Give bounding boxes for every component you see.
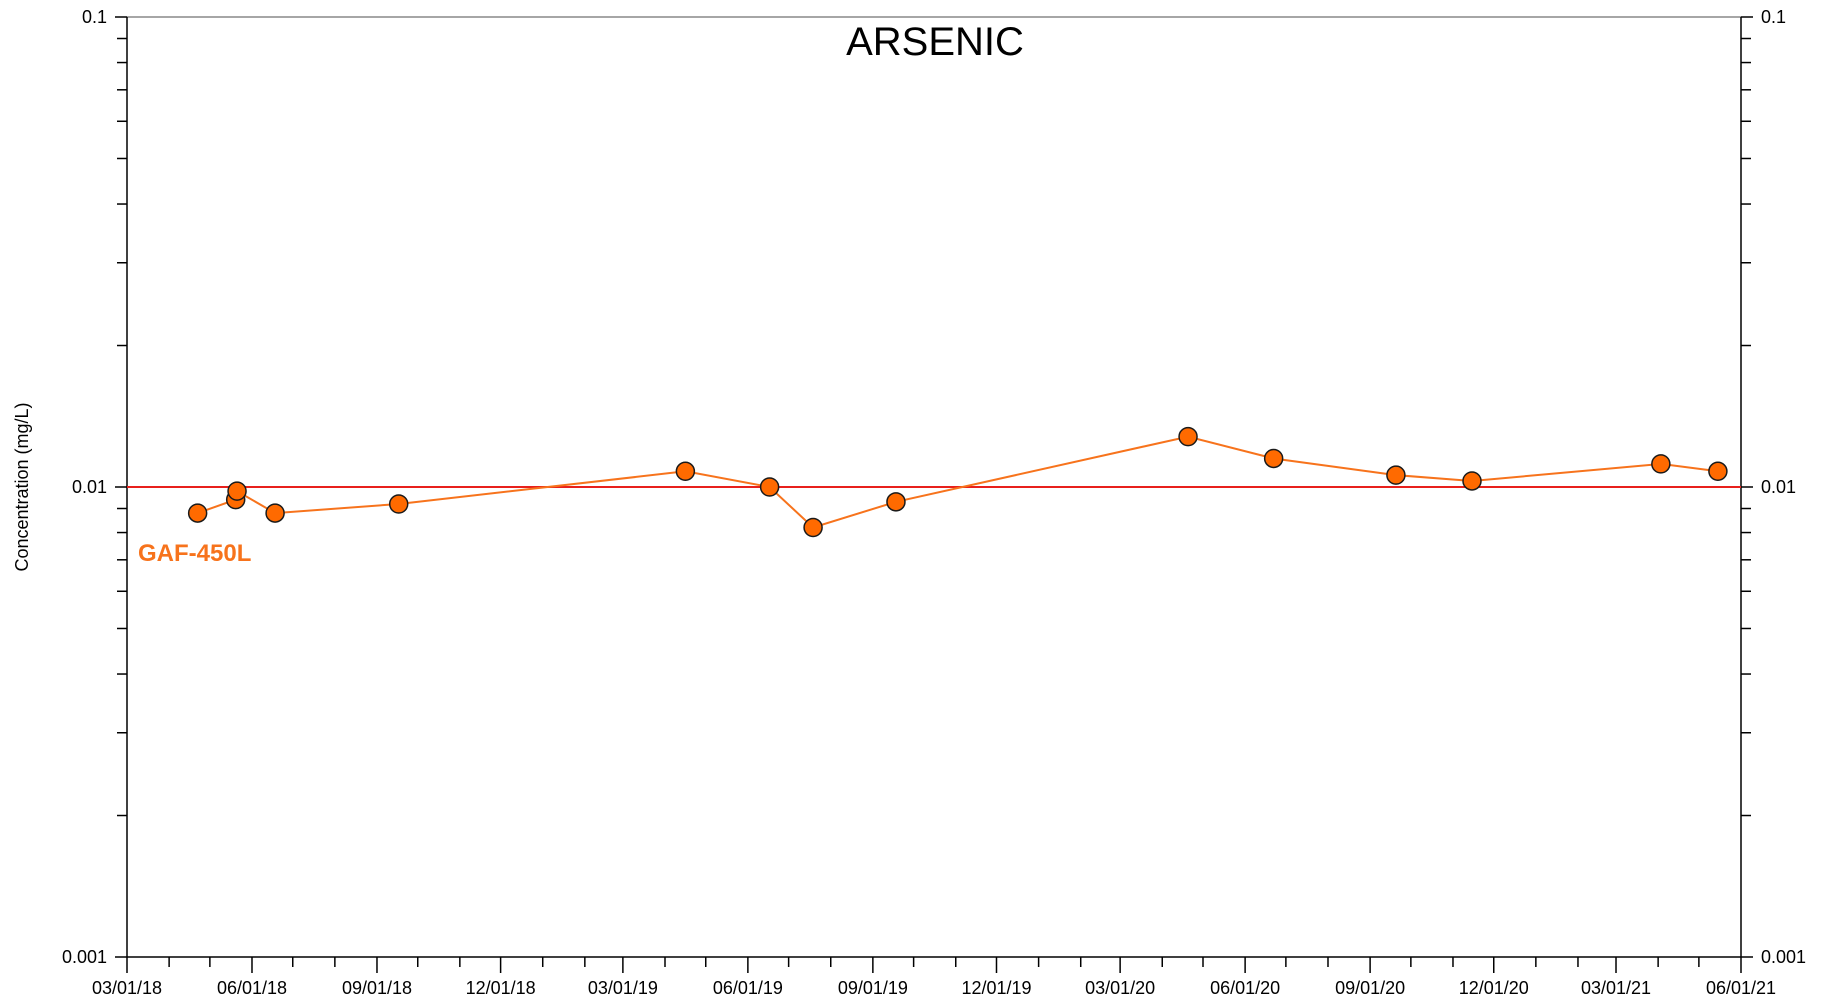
data-point: [1708, 461, 1728, 482]
data-point: [675, 461, 696, 482]
y-axis-label: Concentration (mg/L): [12, 402, 32, 571]
data-point: [759, 477, 780, 497]
data-point: [886, 492, 906, 512]
x-tick-label: 03/01/20: [1085, 978, 1155, 998]
data-point: [803, 517, 823, 538]
series-group: [187, 426, 1728, 538]
x-tick-label: 06/01/19: [713, 978, 783, 998]
y-tick-label: 0.01: [72, 477, 107, 497]
data-point: [1178, 426, 1198, 447]
x-tick-label: 12/01/18: [466, 978, 536, 998]
y-axis-ticks: 0.1 0.1 0.01 0.01 0.001 0.001: [62, 7, 1806, 967]
x-tick-label: 09/01/20: [1335, 978, 1405, 998]
data-point: [388, 494, 409, 514]
y-tick-label-right: 0.001: [1761, 947, 1806, 967]
chart-title: ARSENIC: [846, 20, 1024, 64]
y-tick-label-right: 0.1: [1761, 7, 1786, 27]
x-tick-label: 06/01/18: [217, 978, 287, 998]
x-tick-label: 12/01/19: [961, 978, 1031, 998]
data-point: [1651, 454, 1671, 474]
data-point: [227, 481, 247, 501]
x-tick-label: 06/01/20: [1210, 978, 1280, 998]
series-label-gaf-450l: GAF-450L: [138, 540, 251, 567]
data-point: [1386, 465, 1406, 485]
data-point: [265, 503, 285, 523]
x-tick-label: 09/01/19: [838, 978, 908, 998]
y-tick-label-right: 0.01: [1761, 477, 1796, 497]
x-axis-ticks: 03/01/18 06/01/18 09/01/18 12/01/18 03/01/19…: [92, 957, 1776, 998]
x-tick-label: 12/01/20: [1459, 978, 1529, 998]
x-tick-label: 09/01/18: [342, 978, 412, 998]
y-tick-label: 0.001: [62, 947, 107, 967]
x-tick-label: 03/01/21: [1581, 978, 1651, 998]
x-tick-label: 06/01/21: [1706, 978, 1776, 998]
data-point: [1263, 448, 1284, 469]
x-tick-label: 03/01/19: [588, 978, 658, 998]
data-point: [187, 503, 208, 523]
data-point: [1462, 471, 1482, 491]
x-tick-label: 03/01/18: [92, 978, 162, 998]
y-tick-label: 0.1: [82, 7, 107, 27]
